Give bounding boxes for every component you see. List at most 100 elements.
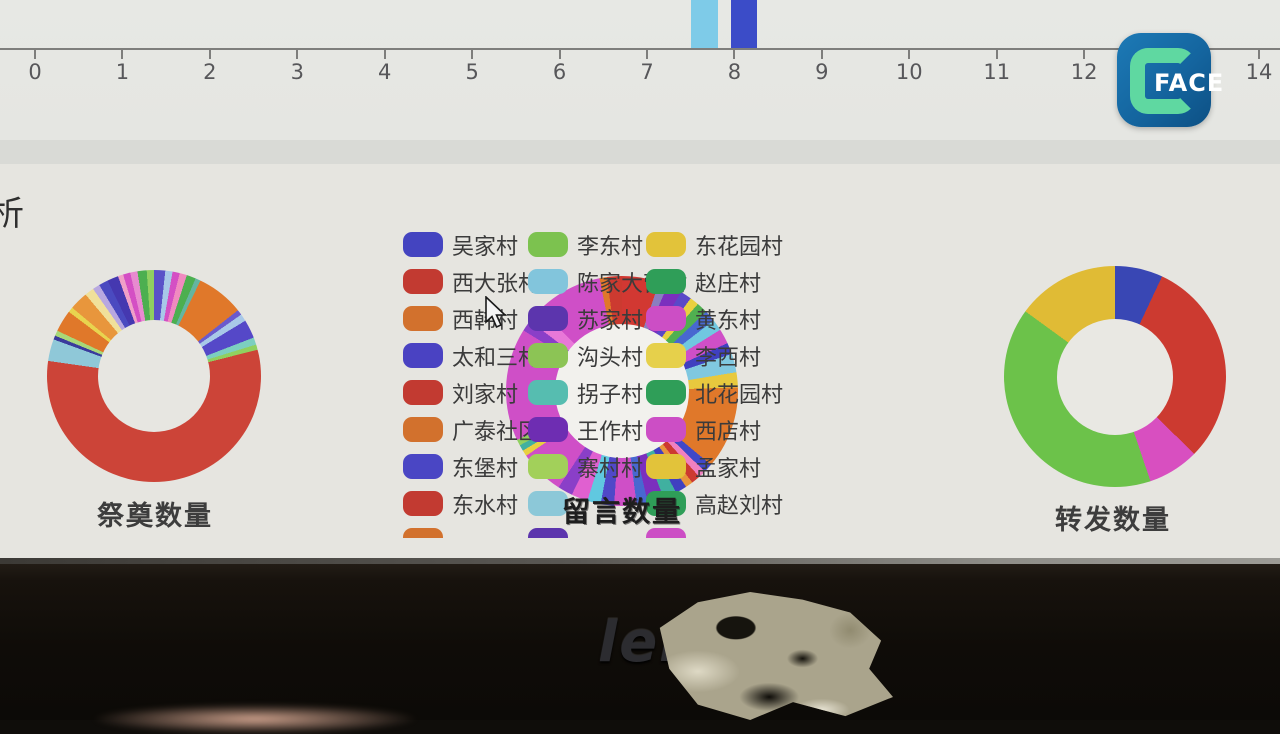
- legend-swatch[interactable]: [403, 380, 443, 405]
- legend-item[interactable]: 沟头村: [528, 337, 687, 374]
- x-axis-tick: [733, 50, 736, 59]
- legend-item[interactable]: 孟家村: [646, 448, 783, 485]
- legend-label: 吴家村: [452, 234, 519, 260]
- legend-label: 苏家村: [577, 308, 644, 334]
- legend-label: 西店村: [695, 419, 762, 445]
- legend-swatch[interactable]: [646, 491, 686, 516]
- legend-label: 太和三村: [452, 345, 541, 371]
- x-axis-tick: [383, 50, 386, 59]
- legend-item[interactable]: 吴家村: [403, 226, 540, 263]
- legend-swatch[interactable]: [403, 306, 443, 331]
- x-axis-tick: [820, 50, 823, 59]
- legend-item[interactable]: 北花园村: [646, 374, 783, 411]
- legend-item[interactable]: 刘家村: [403, 374, 540, 411]
- legend-swatch[interactable]: [403, 232, 443, 257]
- x-axis-tick-label: 8: [727, 60, 742, 84]
- legend-item[interactable]: 西韩村: [403, 300, 540, 337]
- legend-item[interactable]: 赵庄村: [646, 263, 783, 300]
- legend-swatch[interactable]: [646, 528, 686, 538]
- legend-item[interactable]: 东水村: [403, 485, 540, 522]
- legend-swatch[interactable]: [403, 417, 443, 442]
- legend-item[interactable]: 王作村: [528, 411, 687, 448]
- legend-label: 李西村: [695, 345, 762, 371]
- x-axis-tick: [646, 50, 648, 59]
- x-axis-tick: [34, 50, 36, 59]
- x-axis-tick: [995, 50, 998, 59]
- legend-item[interactable]: 李东村: [528, 226, 687, 263]
- legend-label: 寨村村: [577, 456, 644, 482]
- legend-item[interactable]: 寨村村: [528, 448, 687, 485]
- legend-item[interactable]: [528, 485, 687, 522]
- legend-swatch[interactable]: [528, 343, 568, 368]
- legend-swatch[interactable]: [528, 306, 568, 331]
- legend-swatch[interactable]: [528, 417, 568, 442]
- x-axis-tick: [121, 50, 124, 59]
- legend-item[interactable]: 东花园村: [646, 226, 783, 263]
- bezel-damage-patch: [659, 592, 893, 720]
- chart-title-liuyan: 留言数量: [561, 495, 682, 528]
- legend-item[interactable]: 拐子村: [528, 374, 687, 411]
- legend-swatch[interactable]: [646, 454, 686, 479]
- legend-swatch[interactable]: [528, 380, 568, 405]
- donut-chart-zhuanfa[interactable]: [1004, 266, 1226, 487]
- face-app-logo[interactable]: FACE: [1117, 33, 1223, 127]
- legend-column-2: 李东村 陈家大营村 苏家村 沟头村 拐子村 王作村 寨村村: [528, 226, 687, 538]
- legend-swatch[interactable]: [646, 306, 686, 331]
- legend-item[interactable]: [528, 522, 687, 538]
- x-axis-tick: [1083, 50, 1086, 59]
- legend-label: 东花园村: [695, 234, 784, 260]
- x-axis-tick-label: 9: [815, 60, 829, 84]
- legend-item[interactable]: 太和三村: [403, 337, 540, 374]
- legend-item[interactable]: [403, 522, 540, 538]
- legend-label: 西大张村: [452, 271, 541, 297]
- legend-swatch[interactable]: [403, 454, 443, 479]
- legend-swatch[interactable]: [403, 528, 443, 538]
- bar-segment[interactable]: [730, 0, 758, 48]
- legend-label: 东堡村: [452, 456, 519, 482]
- legend-item[interactable]: 苏家村: [528, 300, 687, 337]
- section-divider-band: [0, 140, 1280, 164]
- legend-item[interactable]: 东堡村: [403, 448, 540, 485]
- legend-swatch[interactable]: [403, 269, 443, 294]
- x-axis-tick: [558, 50, 561, 59]
- legend-swatch[interactable]: [403, 491, 443, 516]
- x-axis-tick-label: 1: [115, 60, 130, 84]
- chart-legend: 吴家村 西大张村 西韩村 太和三村 刘家村 广泰社区 东堡村 东水村 李东村 陈家大营村 苏家村沟…: [403, 226, 843, 538]
- legend-item[interactable]: 黄东村: [646, 300, 783, 337]
- legend-item[interactable]: 李西村: [646, 337, 783, 374]
- legend-swatch[interactable]: [646, 232, 686, 257]
- x-axis-tick-label: 7: [640, 60, 654, 84]
- x-axis-tick: [208, 50, 211, 59]
- legend-item[interactable]: 西大张村: [403, 263, 540, 300]
- legend-swatch[interactable]: [528, 528, 568, 538]
- chart-title-zhuanfa: 转发数量: [1055, 505, 1171, 536]
- legend-swatch[interactable]: [528, 232, 568, 257]
- legend-item[interactable]: 高赵刘村: [646, 485, 783, 522]
- donut-chart-jidian[interactable]: [47, 270, 261, 482]
- legend-label: 东水村: [452, 493, 519, 519]
- x-axis-tick-label: 12: [1070, 60, 1098, 84]
- legend-label: 刘家村: [452, 382, 519, 408]
- legend-swatch[interactable]: [403, 343, 443, 368]
- legend-swatch[interactable]: [646, 417, 686, 442]
- bezel-top-edge: [0, 558, 1280, 564]
- legend-swatch[interactable]: [528, 454, 568, 479]
- legend-swatch[interactable]: [646, 380, 686, 405]
- x-axis-tick-label: 10: [895, 60, 923, 84]
- legend-swatch[interactable]: [528, 269, 568, 294]
- x-axis-tick-label: 0: [28, 60, 42, 84]
- legend-swatch[interactable]: [646, 269, 686, 294]
- legend-item[interactable]: 西店村: [646, 411, 783, 448]
- x-axis-tick-label: 3: [290, 60, 304, 84]
- mouse-cursor-icon: [485, 296, 508, 329]
- legend-swatch[interactable]: [646, 343, 686, 368]
- legend-swatch[interactable]: [528, 491, 568, 516]
- x-axis-tick-label: 2: [203, 60, 217, 84]
- x-axis-tick-label: 14: [1245, 60, 1273, 84]
- legend-item[interactable]: [646, 522, 783, 538]
- legend-label: 北花园村: [695, 382, 784, 408]
- face-logo-label: FACE: [1154, 69, 1225, 97]
- hand-reflection: [90, 704, 420, 734]
- legend-item[interactable]: 广泰社区: [403, 411, 540, 448]
- bar-segment[interactable]: [690, 0, 718, 48]
